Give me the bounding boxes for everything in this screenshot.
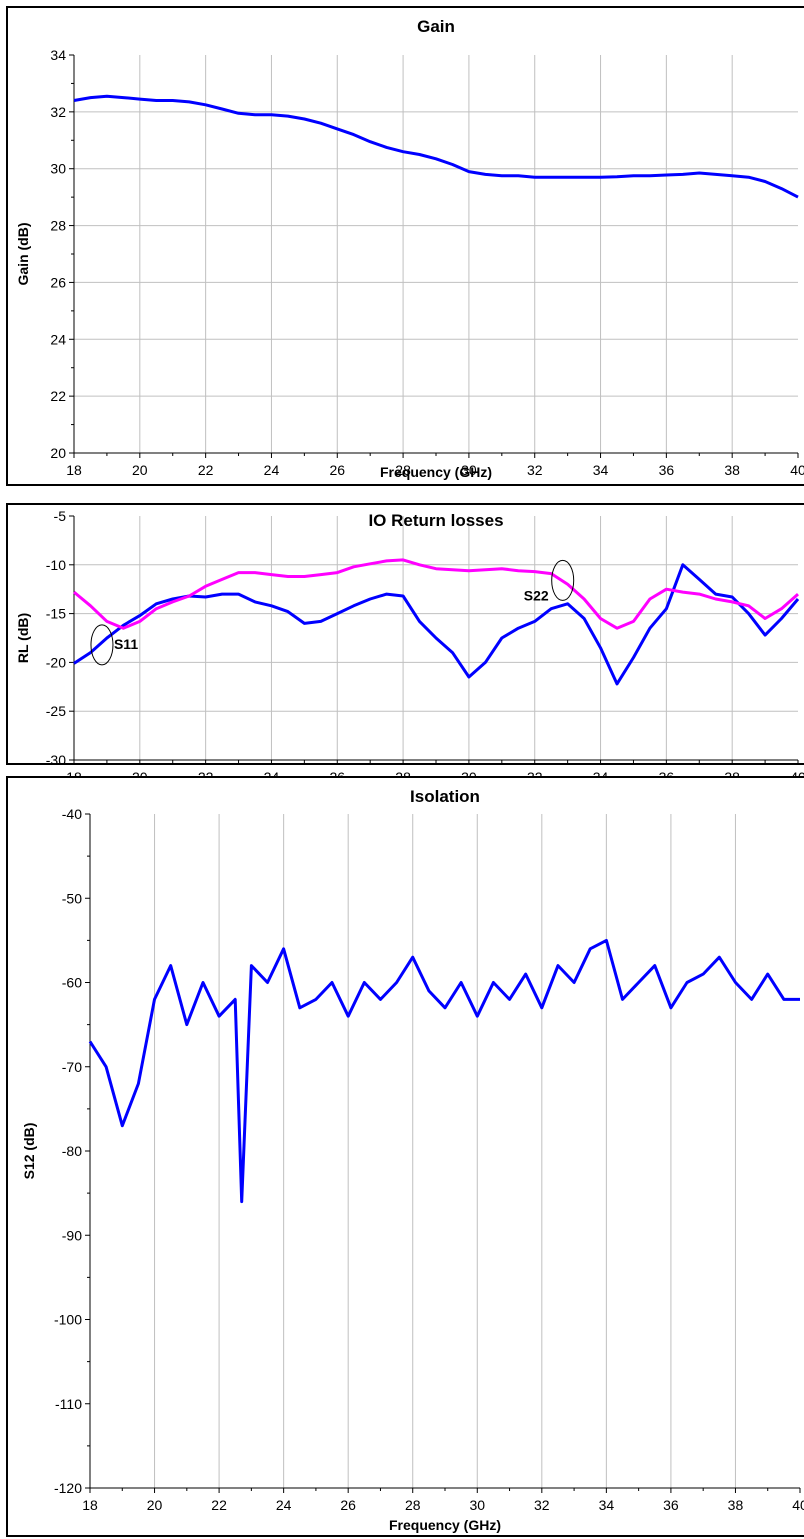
- chart-title: Gain: [417, 17, 455, 36]
- y-tick-label: -90: [62, 1227, 82, 1243]
- y-tick-label: -80: [62, 1143, 82, 1159]
- return-loss-chart-panel: 182022242628303234363840-5-10-15-20-25-3…: [6, 503, 804, 765]
- chart-title: Isolation: [410, 787, 480, 806]
- x-tick-label: 24: [264, 462, 280, 478]
- y-axis-label: Gain (dB): [15, 223, 31, 286]
- x-tick-label: 24: [276, 1497, 292, 1513]
- y-tick-label: -5: [54, 508, 67, 524]
- y-axis-label: S12 (dB): [21, 1123, 37, 1180]
- y-tick-label: -70: [62, 1059, 82, 1075]
- y-tick-label: 26: [50, 274, 66, 290]
- x-tick-label: 34: [599, 1497, 615, 1513]
- x-tick-label: 18: [82, 1497, 98, 1513]
- y-tick-label: -120: [54, 1480, 82, 1496]
- y-tick-label: -110: [55, 1396, 82, 1412]
- plot-area: [74, 55, 798, 453]
- y-tick-label: -40: [62, 806, 82, 822]
- plot-area: [90, 814, 800, 1488]
- isolation-chart: 18 20 22 24 26 28 30 32 34 36 38 40 -40 -50 -60 -70 -80 -…: [8, 778, 804, 1539]
- y-tick-label: 20: [50, 445, 66, 461]
- y-tick-label: -30: [46, 752, 66, 768]
- isolation-chart-panel: 18 20 22 24 26 28 30 32 34 36 38 40 -40 -50 -60 -70 -80 -…: [6, 776, 804, 1537]
- y-tick-label: 24: [50, 331, 66, 347]
- annotation-label-s22: S22: [524, 587, 549, 603]
- x-tick-label: 40: [790, 462, 804, 478]
- y-tick-label: -60: [62, 975, 82, 991]
- x-tick-label: 38: [724, 462, 740, 478]
- y-tick-label: -100: [54, 1312, 82, 1328]
- chart-title: IO Return losses: [368, 511, 503, 530]
- annotation-label-s11: S11: [114, 636, 138, 652]
- y-tick-label: -50: [62, 890, 82, 906]
- x-tick-label: 40: [792, 1497, 804, 1513]
- y-tick-label: -25: [46, 703, 66, 719]
- y-tick-label: 28: [50, 218, 66, 234]
- y-tick-label: -10: [46, 557, 66, 573]
- x-tick-label: 20: [147, 1497, 163, 1513]
- return-loss-chart: 182022242628303234363840-5-10-15-20-25-3…: [8, 505, 804, 767]
- y-tick-label: -15: [46, 606, 66, 622]
- x-tick-label: 28: [405, 1497, 421, 1513]
- x-tick-label: 36: [659, 462, 675, 478]
- x-tick-label: 22: [198, 462, 214, 478]
- y-tick-label: -20: [46, 654, 66, 670]
- x-tick-label: 32: [534, 1497, 550, 1513]
- x-tick-label: 26: [340, 1497, 356, 1513]
- y-tick-label: 32: [50, 104, 66, 120]
- x-axis-label: Frequency (GHz): [389, 1517, 501, 1533]
- x-tick-label: 22: [211, 1497, 227, 1513]
- x-tick-label: 20: [132, 462, 148, 478]
- x-tick-label: 32: [527, 462, 543, 478]
- x-tick-label: 38: [728, 1497, 744, 1513]
- y-tick-label: 34: [50, 47, 66, 63]
- x-tick-label: 18: [66, 462, 82, 478]
- x-tick-label: 36: [663, 1497, 679, 1513]
- x-tick-label: 34: [593, 462, 609, 478]
- y-tick-label: 22: [50, 388, 66, 404]
- y-tick-label: 30: [50, 161, 66, 177]
- x-tick-label: 26: [329, 462, 345, 478]
- x-axis-label: Frequency (GHz): [380, 464, 492, 480]
- x-tick-label: 30: [469, 1497, 485, 1513]
- y-axis-label: RL (dB): [15, 613, 31, 663]
